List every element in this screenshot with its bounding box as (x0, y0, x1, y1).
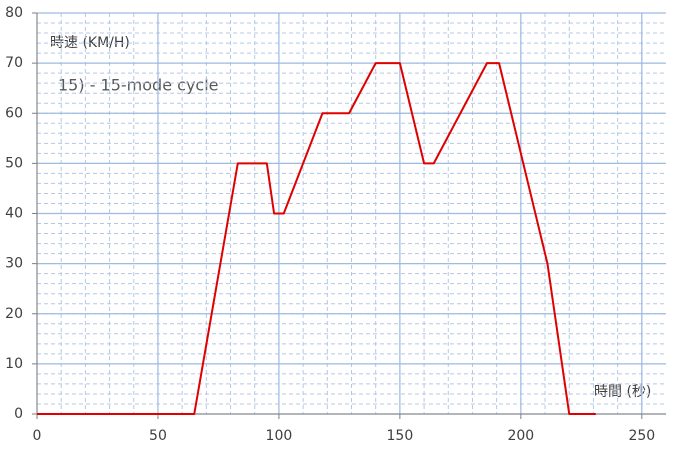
x-tick-label: 50 (149, 428, 167, 444)
y-tick-label: 50 (5, 155, 23, 171)
x-tick-label: 100 (266, 428, 293, 444)
x-axis-label: 時間 (秒) (594, 384, 651, 400)
grid (36, 12, 666, 415)
y-tick-label: 80 (5, 5, 23, 21)
x-tick-label: 200 (507, 428, 534, 444)
y-tick-label: 60 (5, 105, 23, 121)
y-tick-label: 70 (5, 55, 23, 71)
y-tick-label: 0 (14, 406, 23, 422)
data-line (37, 62, 596, 415)
y-tick-label: 10 (5, 356, 23, 372)
x-tick-label: 0 (33, 428, 42, 444)
x-tick-label: 250 (628, 428, 655, 444)
y-tick-label: 30 (5, 256, 23, 272)
y-tick-label: 20 (5, 306, 23, 322)
chart-title: 15) - 15-mode cycle (58, 76, 219, 95)
y-tick-label: 40 (5, 206, 23, 222)
x-tick-label: 150 (387, 428, 414, 444)
